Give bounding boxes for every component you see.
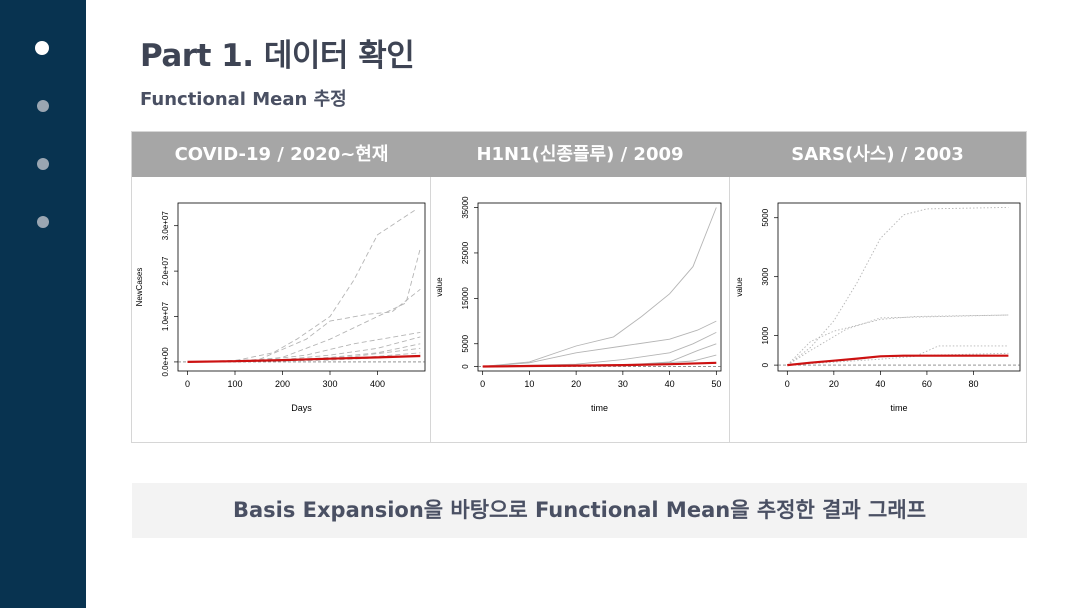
series-line (187, 288, 421, 363)
y-tick-label: 15000 (461, 287, 470, 310)
cell-h1n1: 0 10 20 30 40 50 0 5000 15000 25000 35000 time value (430, 177, 730, 442)
page-title: Part 1. 데이터 확인 (140, 38, 415, 74)
nav-dot-1[interactable] (35, 41, 49, 55)
header-h1n1: H1N1(신종플루) / 2009 (476, 144, 684, 165)
y-axis-label: value (735, 277, 744, 297)
cell-sars: 0 20 40 60 80 0 1000 3000 5000 time value (729, 177, 1027, 442)
sars-chart: 0 20 40 60 80 0 1000 3000 5000 time value (735, 202, 1021, 413)
series-line (187, 209, 416, 363)
x-tick-label: 200 (275, 379, 290, 389)
y-tick-label: 1.0e+07 (161, 301, 170, 331)
y-tick-label: 1000 (761, 326, 770, 344)
x-tick-label: 0 (785, 379, 790, 389)
y-tick-label: 2.0e+07 (161, 256, 170, 286)
y-axis-label: NewCases (135, 268, 144, 307)
y-tick-label: 25000 (461, 241, 470, 264)
mean-line (482, 361, 717, 368)
plot-frame (177, 202, 426, 372)
header-sars: SARS(사스) / 2003 (791, 144, 964, 165)
nav-dot-4[interactable] (37, 216, 49, 228)
plot-frame (777, 202, 1021, 372)
sidebar (0, 0, 86, 608)
x-tick-label: 40 (665, 379, 675, 389)
chart-table: COVID-19 / 2020~현재 H1N1(신종플루) / 2009 SAR… (131, 131, 1027, 443)
x-tick-label: 80 (968, 379, 978, 389)
x-axis-label: time (890, 403, 907, 413)
x-tick-label: 300 (322, 379, 337, 389)
y-axis-label: value (435, 277, 444, 297)
y-tick-label: 0 (761, 362, 770, 367)
series-line (787, 314, 1009, 366)
y-tick-label: 35000 (461, 196, 470, 219)
x-axis-label: time (591, 403, 608, 413)
y-tick-label: 3.0e+07 (161, 211, 170, 241)
x-tick-label: 0 (185, 379, 190, 389)
series-line (482, 320, 717, 367)
caption: Basis Expansion을 바탕으로 Functional Mean을 추… (132, 483, 1027, 538)
x-tick-label: 20 (571, 379, 581, 389)
y-tick-label: 3000 (761, 267, 770, 285)
series-line (787, 206, 1009, 366)
y-tick-label: 5000 (461, 334, 470, 352)
nav-dot-3[interactable] (37, 158, 49, 170)
mean-line (787, 354, 1009, 367)
page-subtitle: Functional Mean 추정 (140, 89, 347, 110)
x-tick-label: 50 (711, 379, 721, 389)
x-tick-label: 100 (227, 379, 242, 389)
series-line (482, 331, 717, 367)
x-tick-label: 400 (370, 379, 385, 389)
mean-line (187, 354, 421, 363)
y-tick-label: 0.0e+00 (161, 347, 170, 377)
series-line (187, 343, 421, 363)
covid-chart: 0 100 200 300 400 0.0e+00 1.0e+07 2.0e+07 3.0e+0… (135, 202, 426, 413)
cell-covid: 0 100 200 300 400 0.0e+00 1.0e+07 2.0e+07 3.0e+0… (132, 177, 431, 442)
header-covid: COVID-19 / 2020~현재 (174, 144, 389, 165)
y-tick-label: 5000 (761, 208, 770, 226)
plot-frame (477, 202, 722, 372)
x-tick-label: 60 (922, 379, 932, 389)
x-tick-label: 0 (480, 379, 485, 389)
x-tick-label: 40 (875, 379, 885, 389)
x-axis-label: Days (291, 403, 312, 413)
x-tick-label: 10 (524, 379, 534, 389)
table-header: COVID-19 / 2020~현재 H1N1(신종플루) / 2009 SAR… (132, 132, 1026, 177)
h1n1-chart: 0 10 20 30 40 50 0 5000 15000 25000 35000 time value (435, 196, 722, 413)
y-tick-label: 0 (461, 364, 470, 369)
series-line (482, 207, 717, 367)
nav-dot-2[interactable] (37, 100, 49, 112)
x-tick-label: 20 (829, 379, 839, 389)
x-tick-label: 30 (618, 379, 628, 389)
series-line (187, 248, 421, 363)
